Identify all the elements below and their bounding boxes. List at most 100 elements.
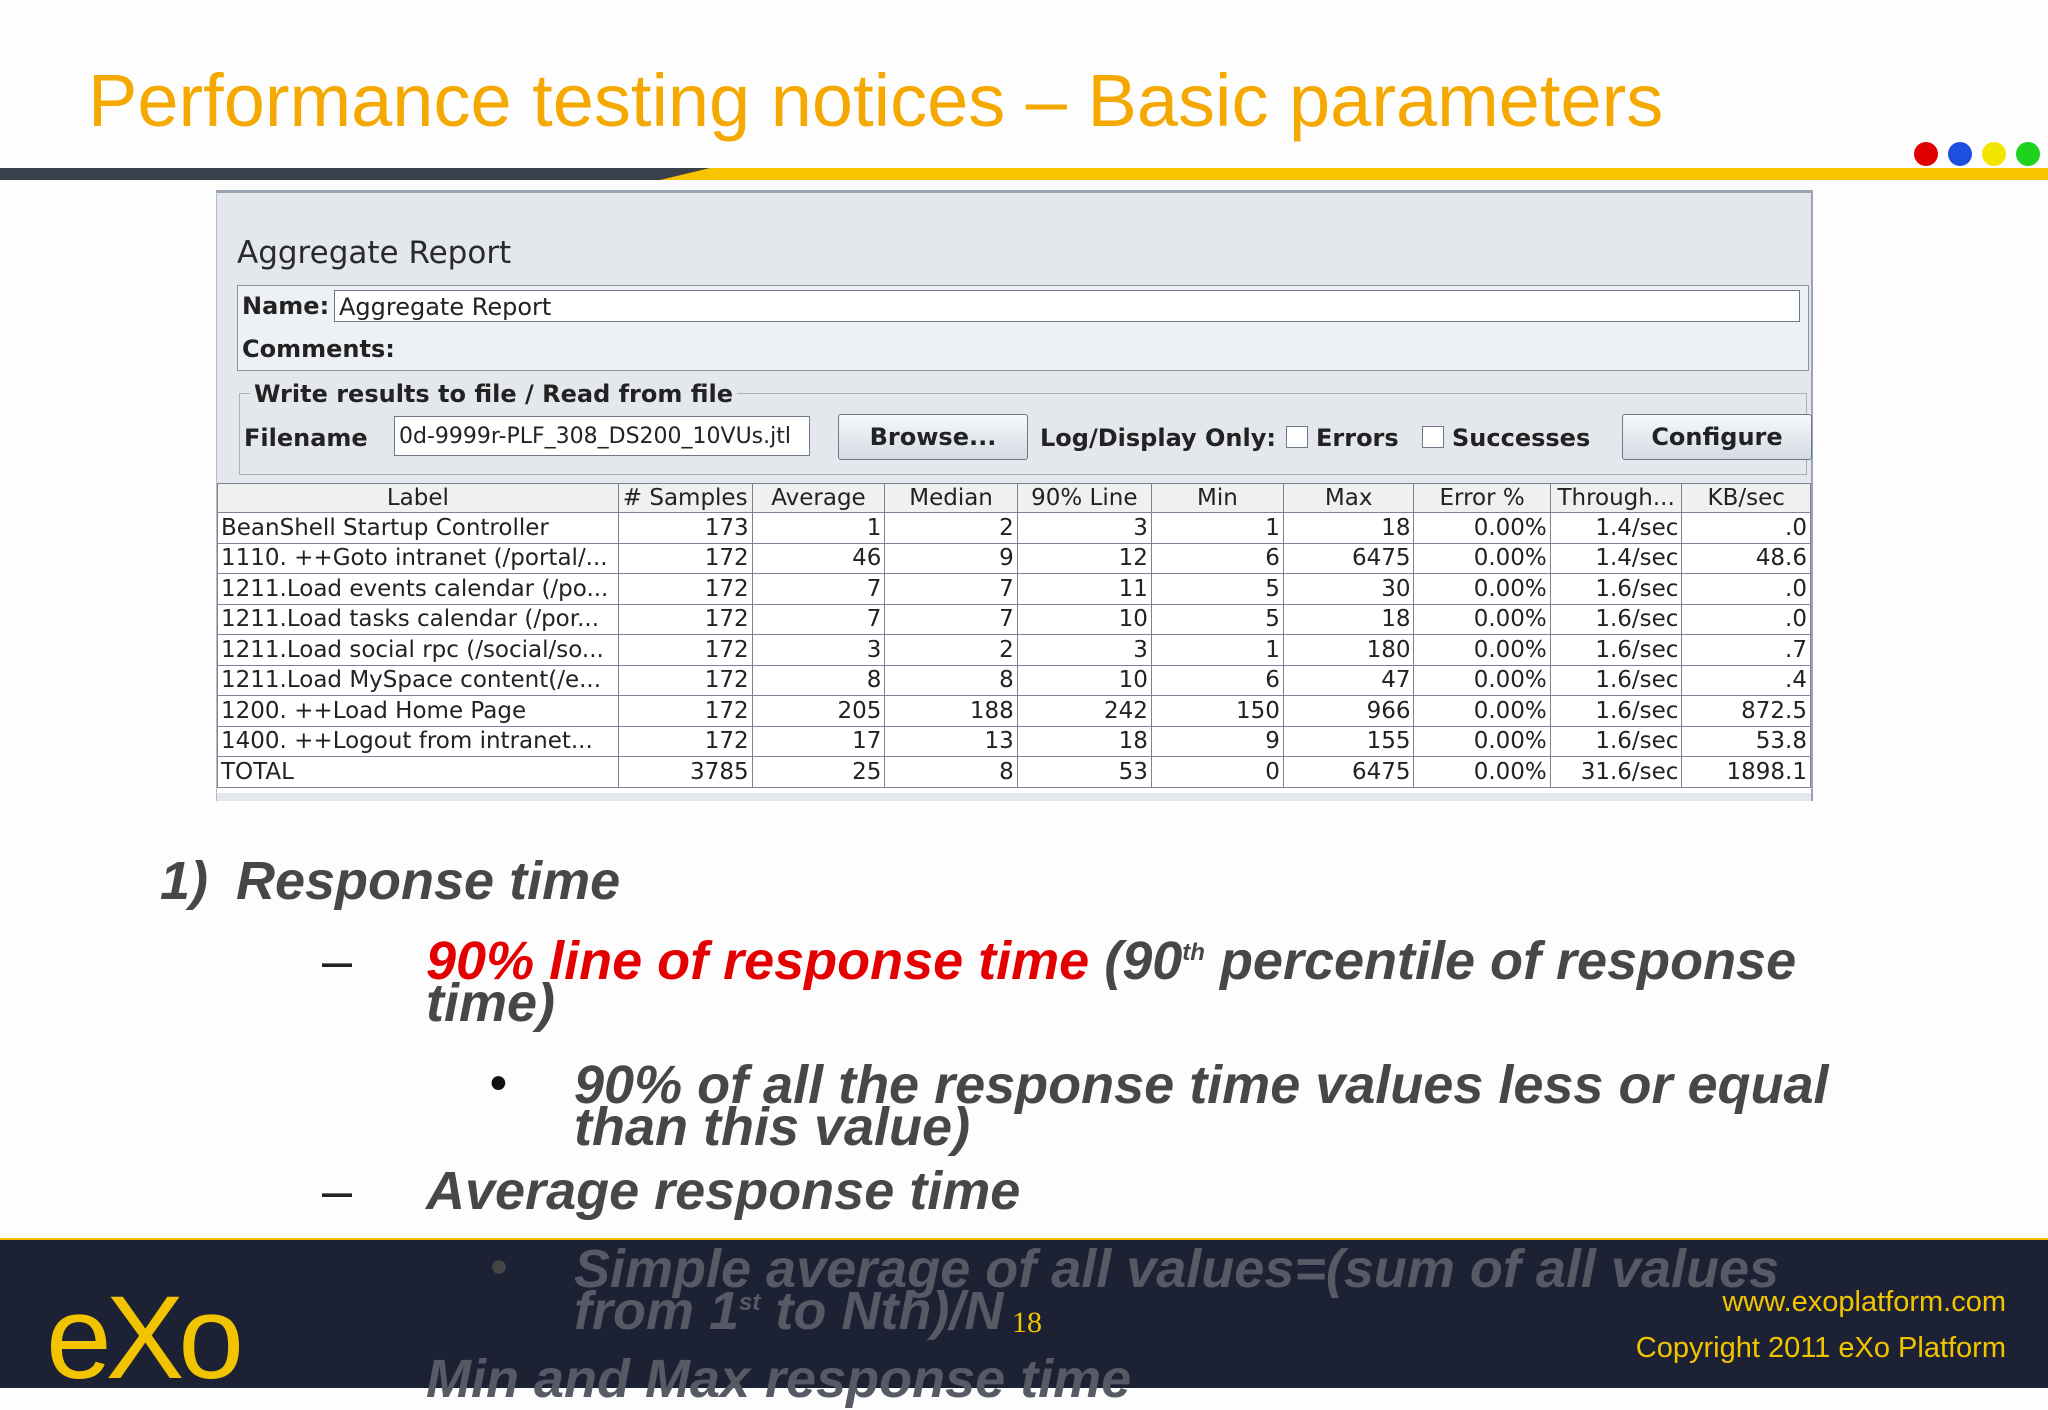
table-row[interactable]: 1211.Load social rpc (/social/so... 172 3 2… <box>217 634 1811 666</box>
table-cell: 1 <box>751 512 886 544</box>
filename-label: Filename <box>244 424 368 452</box>
successes-checkbox[interactable] <box>1422 426 1444 448</box>
column-header[interactable]: Label <box>217 483 619 513</box>
bullet2-line1: Simple average of all values=(sum of all… <box>574 1239 1780 1299</box>
table-cell: 172 <box>617 695 753 727</box>
table-cell: 1.6/sec <box>1549 573 1683 605</box>
table-cell: 12 <box>1016 542 1152 574</box>
log-display-label: Log/Display Only: <box>1040 424 1276 452</box>
bullet1-line2: than this value) <box>574 1097 971 1157</box>
successes-label: Successes <box>1452 424 1591 452</box>
table-cell: BeanShell Startup Controller <box>217 512 619 544</box>
table-cell: 1.6/sec <box>1549 634 1683 666</box>
table-cell: 25 <box>751 756 886 788</box>
column-header[interactable]: 90% Line <box>1016 483 1152 513</box>
table-row[interactable]: 1211.Load MySpace content(/e... 172 8 8 10 6 4… <box>217 664 1811 696</box>
bullet2-line2: from 1st to Nth)/N <box>574 1280 1003 1342</box>
table-cell: 966 <box>1282 695 1415 727</box>
footer-copyright: Copyright 2011 eXo Platform <box>1635 1332 2006 1364</box>
heading-response-time: Response time <box>236 851 621 911</box>
errors-checkbox[interactable] <box>1286 426 1308 448</box>
table-cell: 3 <box>751 634 886 666</box>
table-cell: 1.6/sec <box>1549 664 1683 696</box>
configure-button[interactable]: Configure <box>1622 414 1812 460</box>
table-cell: 172 <box>617 634 753 666</box>
table-cell: .0 <box>1681 573 1811 605</box>
table-cell: 1.6/sec <box>1549 695 1683 727</box>
column-header[interactable]: KB/sec <box>1681 483 1811 513</box>
table-cell: 205 <box>751 695 886 727</box>
table-cell: .0 <box>1681 603 1811 635</box>
column-header[interactable]: # Samples <box>617 483 753 513</box>
table-cell: 155 <box>1282 725 1415 757</box>
table-cell: 9 <box>1150 725 1284 757</box>
errors-label: Errors <box>1316 424 1399 452</box>
table-cell: 18 <box>1016 725 1152 757</box>
footer-url: www.exoplatform.com <box>1722 1286 2006 1318</box>
browse-button[interactable]: Browse... <box>838 414 1028 460</box>
heading-number: 1) <box>160 851 209 911</box>
color-dots <box>1914 142 2040 166</box>
table-cell: 1211.Load social rpc (/social/so... <box>217 634 619 666</box>
table-cell: 172 <box>617 603 753 635</box>
column-header[interactable]: Median <box>884 483 1018 513</box>
table-row[interactable]: BeanShell Startup Controller 173 1 2 3 1 18 0.0… <box>217 512 1811 544</box>
table-cell: 6475 <box>1282 756 1415 788</box>
table-cell: 11 <box>1016 573 1152 605</box>
table-cell: 1400. ++Logout from intranet... <box>217 725 619 757</box>
table-cell: 3785 <box>617 756 753 788</box>
column-header[interactable]: Through... <box>1549 483 1683 513</box>
bullet2-line2-sup: st <box>739 1289 761 1316</box>
table-row[interactable]: 1211.Load tasks calendar (/por... 172 7 7 10… <box>217 603 1811 635</box>
bullet-1: • <box>490 1057 507 1110</box>
table-cell: 0.00% <box>1413 756 1551 788</box>
table-row[interactable]: 1400. ++Logout from intranet... 172 17 13 18… <box>217 725 1811 757</box>
column-header[interactable]: Average <box>751 483 886 513</box>
table-cell: 1110. ++Goto intranet (/portal/... <box>217 542 619 574</box>
table-row[interactable]: 1110. ++Goto intranet (/portal/... 172 46 9… <box>217 542 1811 574</box>
table-cell: 0.00% <box>1413 603 1551 635</box>
table-cell: 9 <box>884 542 1018 574</box>
bullet2-line2-b: to Nth)/N <box>760 1281 1004 1341</box>
column-header[interactable]: Error % <box>1413 483 1551 513</box>
column-header[interactable]: Max <box>1282 483 1415 513</box>
table-cell: 18 <box>1282 603 1415 635</box>
table-cell: 48.6 <box>1681 542 1811 574</box>
table-cell: 0.00% <box>1413 512 1551 544</box>
bullet2-line2-a: from 1 <box>574 1281 740 1341</box>
table-cell: .7 <box>1681 634 1811 666</box>
column-header[interactable]: Min <box>1150 483 1284 513</box>
filename-input[interactable]: 0d-9999r-PLF_308_DS200_10VUs.jtl <box>394 416 810 456</box>
file-group-label: Write results to file / Read from file <box>250 380 738 408</box>
table-cell: 1.4/sec <box>1549 542 1683 574</box>
table-cell: 46 <box>751 542 886 574</box>
table-cell: 150 <box>1150 695 1284 727</box>
table-cell: 18 <box>1282 512 1415 544</box>
table-cell: 1.4/sec <box>1549 512 1683 544</box>
table-cell: 10 <box>1016 664 1152 696</box>
table-cell: 30 <box>1282 573 1415 605</box>
table-cell: 6475 <box>1282 542 1415 574</box>
table-cell: 0.00% <box>1413 695 1551 727</box>
table-cell: 872.5 <box>1681 695 1811 727</box>
exo-logo: eXo <box>46 1272 244 1404</box>
table-cell: 5 <box>1150 573 1284 605</box>
header-bar-yellow <box>660 168 2048 180</box>
item1-line2: time) <box>426 973 556 1033</box>
item-90-line: 90% line of response time (90th percenti… <box>426 930 1796 992</box>
table-cell: 3 <box>1016 512 1152 544</box>
footer-bar: eXo 18 www.exoplatform.com Copyright 201… <box>0 1238 2048 1404</box>
name-input[interactable]: Aggregate Report <box>334 290 1800 322</box>
table-cell: 7 <box>751 573 886 605</box>
table-row[interactable]: 1200. ++Load Home Page 172 205 188 242 150 966… <box>217 695 1811 727</box>
item1-red-text: 90% line of response time <box>426 931 1090 991</box>
table-cell: 53 <box>1016 756 1152 788</box>
item1-sup: th <box>1182 939 1205 966</box>
item1-pre: (90 <box>1089 931 1183 991</box>
table-row[interactable]: TOTAL 3785 25 8 53 0 6475 0.00% 31.6/sec 1898.1 <box>217 756 1811 788</box>
table-cell: 172 <box>617 542 753 574</box>
table-cell: 2 <box>884 512 1018 544</box>
table-cell: 0 <box>1150 756 1284 788</box>
table-row[interactable]: 1211.Load events calendar (/po... 172 7 7 11… <box>217 573 1811 605</box>
results-table-wrapper: Label # Samples Average Median 90% Line Min Ma… <box>217 483 1811 793</box>
